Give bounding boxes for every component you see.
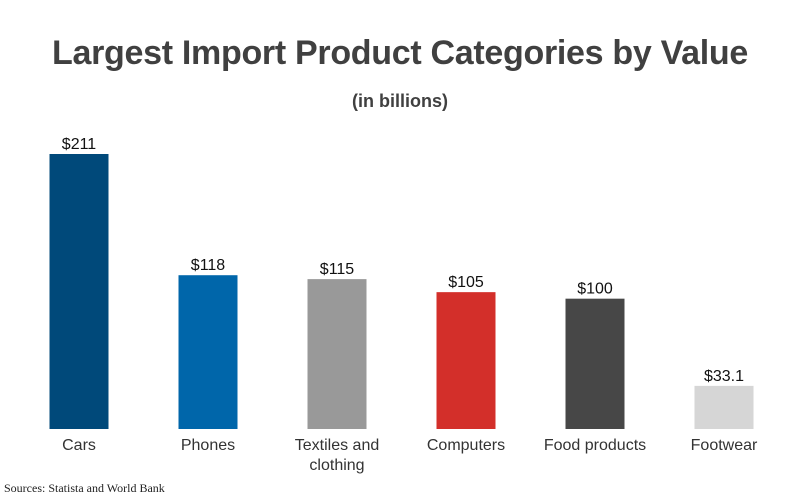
source-note: Sources: Statista and World Bank — [4, 481, 165, 495]
bar-computers — [436, 292, 496, 429]
bar-textiles-and-clothing — [307, 279, 367, 429]
value-label: $105 — [448, 274, 484, 291]
chart-title: Largest Import Product Categories by Val… — [52, 34, 748, 72]
chart-subtitle: (in billions) — [352, 91, 448, 111]
bar-cars — [49, 154, 109, 429]
value-label: $33.1 — [704, 368, 744, 385]
value-label: $211 — [62, 136, 97, 153]
bar-footwear — [694, 385, 754, 429]
value-label: $100 — [577, 281, 613, 298]
bar-food-products — [565, 298, 625, 429]
category-label: Textiles and clothing — [295, 437, 380, 474]
bar-phones — [178, 275, 238, 429]
category-label: Food products — [544, 437, 646, 454]
value-label: $118 — [191, 257, 226, 274]
bar-chart: $211 Cars $118 Phones $115 Textiles and clothi… — [49, 136, 758, 474]
category-label: Footwear — [691, 437, 758, 454]
category-label: Phones — [181, 437, 235, 454]
category-label: Computers — [427, 437, 505, 454]
category-label: Cars — [62, 437, 96, 454]
value-label: $115 — [320, 261, 355, 278]
